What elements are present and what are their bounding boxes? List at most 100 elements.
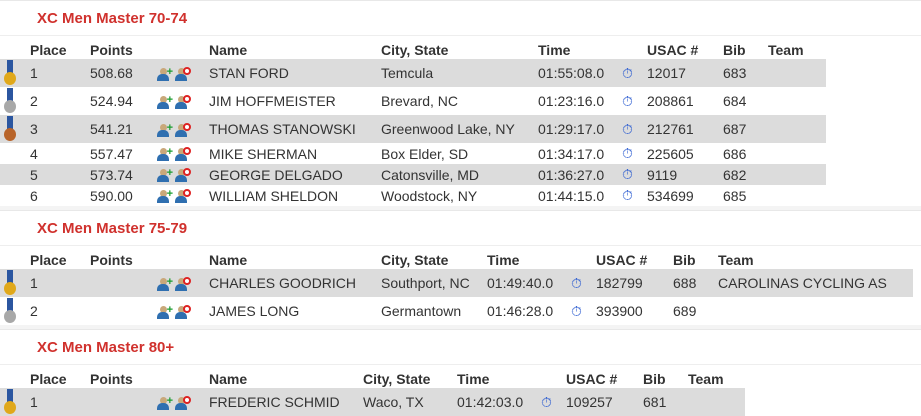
city-state: Temcula bbox=[381, 59, 538, 87]
section-title: XC Men Master 80+ bbox=[0, 330, 921, 365]
rider-name[interactable]: JAMES LONG bbox=[209, 303, 300, 319]
header-city: City, State bbox=[381, 42, 449, 58]
time: 01:46:28.0 bbox=[487, 303, 554, 319]
header-time: Time bbox=[457, 371, 490, 387]
add-rider-icon[interactable]: + bbox=[157, 66, 173, 81]
points: 590.00 bbox=[90, 187, 133, 204]
track-rider-icon[interactable] bbox=[175, 395, 191, 410]
city-state: Greenwood Lake, NY bbox=[381, 115, 538, 143]
rider-name[interactable]: THOMAS STANOWSKI bbox=[209, 115, 381, 143]
points bbox=[90, 269, 157, 297]
silver-medal-icon bbox=[4, 88, 16, 114]
bib: 689 bbox=[673, 303, 697, 319]
stopwatch-icon[interactable]: ⏱ bbox=[571, 274, 582, 291]
header-team: Team bbox=[688, 371, 724, 387]
rider-name[interactable]: GEORGE DELGADO bbox=[209, 164, 381, 185]
rider-name[interactable]: WILLIAM SHELDON bbox=[209, 187, 339, 204]
stopwatch-icon[interactable]: ⏱ bbox=[541, 393, 552, 410]
city-state: Box Elder, SD bbox=[381, 145, 469, 162]
points bbox=[90, 388, 157, 416]
bib: 681 bbox=[643, 388, 688, 416]
points bbox=[90, 297, 157, 325]
time: 01:23:16.0 bbox=[538, 93, 605, 109]
bib: 683 bbox=[723, 59, 768, 87]
place: 2 bbox=[30, 303, 38, 319]
track-rider-icon[interactable] bbox=[175, 276, 191, 291]
add-rider-icon[interactable]: + bbox=[157, 276, 173, 291]
bronze-medal-icon bbox=[4, 116, 16, 142]
rider-name[interactable]: CHARLES GOODRICH bbox=[209, 269, 381, 297]
table-row[interactable]: 1 + FREDERIC SCHMID Waco, TX 01:42:03.0 … bbox=[0, 388, 745, 416]
time: 01:55:08.0 bbox=[538, 59, 622, 87]
usac-number: 212761 bbox=[647, 115, 723, 143]
race-section: XC Men Master 75-79 Place Points Name City,… bbox=[0, 210, 921, 325]
usac-number: 393900 bbox=[596, 303, 643, 319]
city-state: Woodstock, NY bbox=[381, 187, 478, 204]
time: 01:42:03.0 bbox=[457, 388, 541, 416]
add-rider-icon[interactable]: + bbox=[157, 188, 173, 204]
place: 1 bbox=[30, 59, 90, 87]
usac-number: 225605 bbox=[647, 145, 694, 162]
track-rider-icon[interactable] bbox=[175, 94, 191, 109]
team: CAROLINAS CYCLING AS bbox=[718, 269, 913, 297]
points: 573.74 bbox=[90, 164, 157, 185]
header-name: Name bbox=[209, 42, 248, 58]
track-rider-icon[interactable] bbox=[175, 66, 191, 81]
bib: 687 bbox=[723, 115, 768, 143]
header-time: Time bbox=[487, 252, 520, 268]
add-rider-icon[interactable]: + bbox=[157, 304, 173, 319]
place: 3 bbox=[30, 115, 90, 143]
points: 557.47 bbox=[90, 145, 133, 162]
usac-number: 9119 bbox=[647, 164, 723, 185]
header-row: Place Points Name City, State Time USAC # Bib T… bbox=[0, 246, 913, 269]
add-rider-icon[interactable]: + bbox=[157, 167, 173, 183]
stopwatch-icon[interactable]: ⏱ bbox=[622, 166, 633, 182]
add-rider-icon[interactable]: + bbox=[157, 146, 173, 162]
points: 508.68 bbox=[90, 59, 157, 87]
table-row[interactable]: 5 573.74 + GEORGE DELGADO Catonsville, M… bbox=[0, 164, 826, 185]
points: 541.21 bbox=[90, 115, 157, 143]
time: 01:44:15.0 bbox=[538, 187, 605, 204]
header-place: Place bbox=[30, 252, 67, 268]
team bbox=[768, 143, 826, 164]
table-row[interactable]: 1 + CHARLES GOODRICH Southport, NC 01:49… bbox=[0, 269, 913, 297]
add-rider-icon[interactable]: + bbox=[157, 122, 173, 137]
header-points: Points bbox=[90, 42, 133, 58]
place: 1 bbox=[30, 269, 90, 297]
table-row[interactable]: 3 541.21 + THOMAS STANOWSKI Greenwood La… bbox=[0, 115, 826, 143]
track-rider-icon[interactable] bbox=[175, 304, 191, 319]
table-row[interactable]: 2 524.94 + JIM HOFFMEISTER Brevard, NC 0… bbox=[0, 87, 826, 115]
track-rider-icon[interactable] bbox=[175, 189, 191, 204]
rider-name[interactable]: MIKE SHERMAN bbox=[209, 145, 318, 162]
table-row[interactable]: 4 557.47 + MIKE SHERMAN Box Elder, SD 01… bbox=[0, 143, 826, 164]
header-bib: Bib bbox=[643, 371, 666, 387]
track-rider-icon[interactable] bbox=[175, 147, 191, 162]
stopwatch-icon[interactable]: ⏱ bbox=[622, 187, 633, 203]
table-row[interactable]: 1 508.68 + STAN FORD Temcula 01:55:08.0 … bbox=[0, 59, 826, 87]
stopwatch-icon[interactable]: ⏱ bbox=[622, 145, 633, 161]
section-title: XC Men Master 70-74 bbox=[0, 1, 921, 36]
team bbox=[688, 388, 745, 416]
stopwatch-icon[interactable]: ⏱ bbox=[622, 120, 633, 137]
results-table: Place Points Name City, State Time USAC # Bib T… bbox=[0, 365, 745, 416]
rider-name[interactable]: JIM HOFFMEISTER bbox=[209, 93, 336, 109]
rider-name[interactable]: STAN FORD bbox=[209, 59, 381, 87]
place: 4 bbox=[30, 145, 38, 162]
track-rider-icon[interactable] bbox=[175, 168, 191, 183]
stopwatch-icon[interactable]: ⏱ bbox=[571, 302, 582, 319]
stopwatch-icon[interactable]: ⏱ bbox=[622, 92, 633, 109]
header-place: Place bbox=[30, 42, 67, 58]
time: 01:34:17.0 bbox=[538, 145, 605, 162]
table-row[interactable]: 2 + JAMES LONG Germantown 01:46:28.0 ⏱ 3… bbox=[0, 297, 913, 325]
usac-number: 208861 bbox=[647, 93, 694, 109]
table-row[interactable]: 6 590.00 + WILLIAM SHELDON Woodstock, NY… bbox=[0, 185, 826, 206]
usac-number: 534699 bbox=[647, 187, 694, 204]
rider-name[interactable]: FREDERIC SCHMID bbox=[209, 388, 363, 416]
stopwatch-icon[interactable]: ⏱ bbox=[622, 64, 633, 81]
add-rider-icon[interactable]: + bbox=[157, 395, 173, 410]
team bbox=[768, 59, 826, 87]
track-rider-icon[interactable] bbox=[175, 122, 191, 137]
place: 6 bbox=[30, 187, 38, 204]
add-rider-icon[interactable]: + bbox=[157, 94, 173, 109]
